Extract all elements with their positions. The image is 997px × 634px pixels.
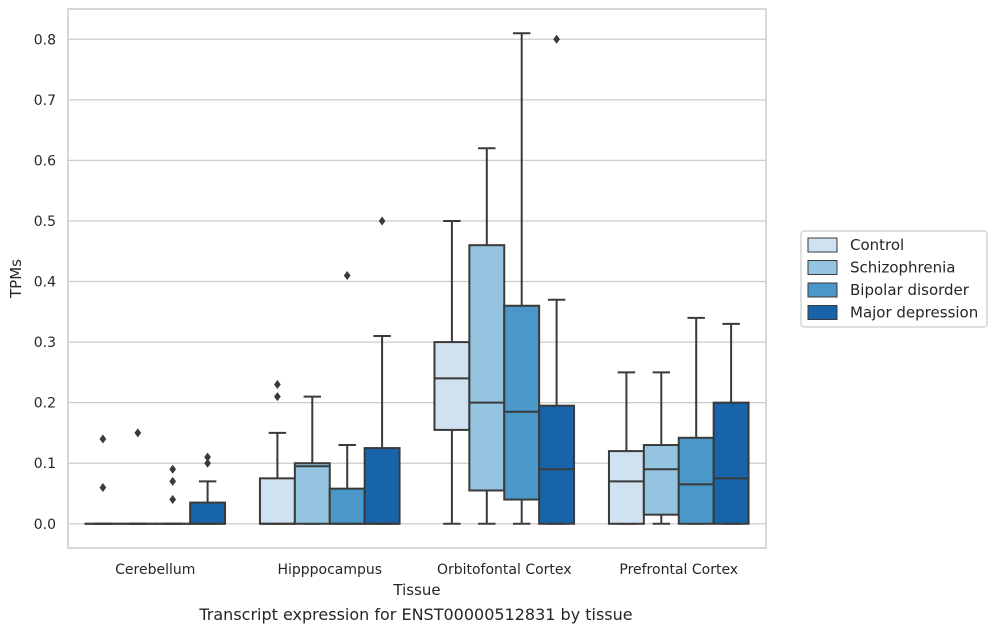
box-bipolar-disorder xyxy=(503,32,541,525)
y-tick-label: 0.7 xyxy=(34,93,56,109)
plot-frame xyxy=(67,8,767,549)
y-axis-title: TPMs xyxy=(7,259,25,299)
box-schizophrenia xyxy=(468,147,506,525)
box-bipolar-disorder xyxy=(154,464,192,525)
box-iqr xyxy=(607,450,645,525)
legend-label: Control xyxy=(850,236,904,254)
x-tick-label: Prefrontal Cortex xyxy=(619,562,738,578)
gridlines xyxy=(68,38,766,525)
outlier-point xyxy=(134,428,142,438)
box-iqr xyxy=(363,447,401,525)
box-iqr xyxy=(293,462,331,525)
box-iqr xyxy=(503,304,541,501)
chart-caption: Transcript expression for ENST0000051283… xyxy=(199,605,633,624)
y-tick-label: 0.1 xyxy=(34,456,56,472)
box-major-depression xyxy=(538,34,576,525)
y-tick-label: 0.2 xyxy=(34,396,56,412)
box-major-depression xyxy=(363,216,401,525)
box-control xyxy=(84,434,122,525)
outlier-point xyxy=(169,476,177,486)
legend-label: Major depression xyxy=(850,304,978,322)
legend-swatch xyxy=(807,237,838,253)
y-tick-label: 0.3 xyxy=(34,335,56,351)
outlier-point xyxy=(99,434,107,444)
legend-swatch xyxy=(807,305,838,320)
box-control xyxy=(258,379,296,525)
x-tick-label: Hipppocampus xyxy=(277,562,382,578)
outlier-point xyxy=(343,270,351,280)
box-bipolar-disorder xyxy=(328,270,366,525)
x-axis-title: Tissue xyxy=(392,581,440,599)
box-iqr xyxy=(189,501,227,525)
outlier-point xyxy=(274,392,281,402)
box-iqr xyxy=(538,404,576,525)
box-bipolar-disorder xyxy=(677,316,715,525)
outlier-point xyxy=(204,458,211,468)
box-schizophrenia xyxy=(642,371,680,525)
box-major-depression xyxy=(189,452,227,525)
legend-box xyxy=(800,230,988,328)
box-series xyxy=(84,32,750,525)
outlier-point xyxy=(99,482,107,492)
y-tick-label: 0.0 xyxy=(34,517,56,533)
legend: Control Schizophrenia Bipolar disorder Majo… xyxy=(800,230,988,328)
outlier-point xyxy=(169,464,177,474)
x-tick-label: Cerebellum xyxy=(115,562,195,578)
box-iqr xyxy=(328,487,366,525)
outlier-point xyxy=(204,452,211,462)
legend-label: Schizophrenia xyxy=(850,259,955,277)
y-tick-label: 0.8 xyxy=(34,32,56,48)
legend-swatch xyxy=(807,260,838,275)
x-tick-labels: Cerebellum Hipppocampus Orbitofontal Corte… xyxy=(115,562,738,578)
legend-label: Bipolar disorder xyxy=(850,281,970,299)
y-tick-label: 0.6 xyxy=(34,153,56,169)
box-iqr xyxy=(258,477,296,525)
box-schizophrenia xyxy=(293,395,331,525)
box-iqr xyxy=(468,244,506,492)
box-schizophrenia xyxy=(119,428,157,525)
box-control xyxy=(607,371,645,525)
outlier-point xyxy=(553,34,560,44)
outlier-point xyxy=(274,379,281,389)
legend-swatch xyxy=(807,282,838,298)
box-iqr xyxy=(677,436,715,525)
x-tick-label: Orbitofontal Cortex xyxy=(437,562,572,578)
outlier-point xyxy=(169,495,177,505)
box-control xyxy=(433,219,471,525)
y-tick-labels: 0.0 0.1 0.2 0.3 0.4 0.5 0.6 0.7 0.8 xyxy=(34,32,56,532)
box-iqr xyxy=(712,401,750,525)
y-tick-label: 0.4 xyxy=(34,275,56,291)
y-tick-label: 0.5 xyxy=(34,214,56,230)
box-iqr xyxy=(433,341,471,431)
box-iqr xyxy=(642,444,680,516)
outlier-point xyxy=(378,216,386,226)
box-major-depression xyxy=(712,322,750,525)
